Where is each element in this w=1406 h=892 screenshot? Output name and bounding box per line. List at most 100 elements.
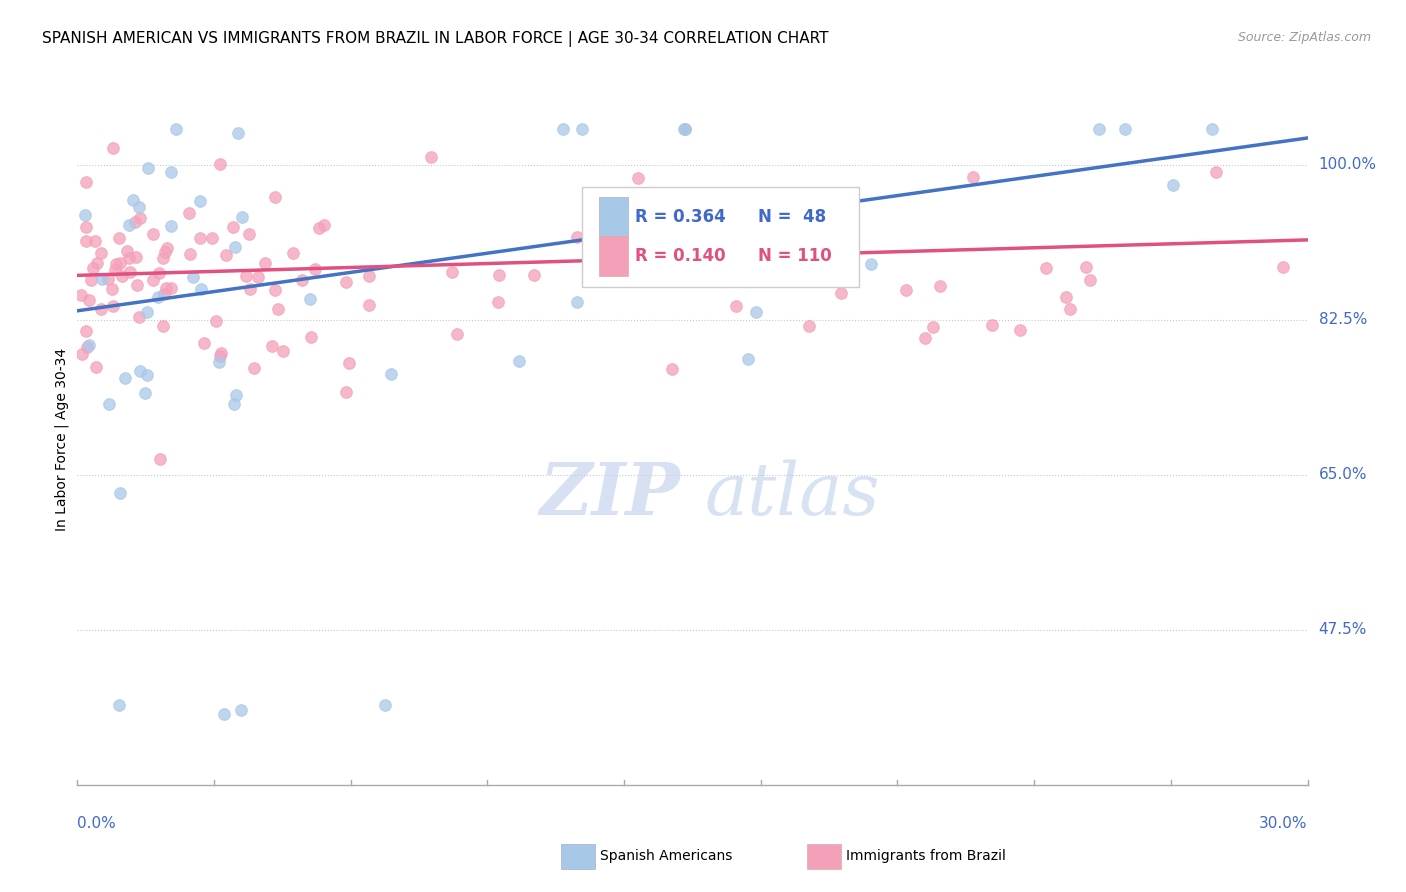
- Point: [79, 293, 101, 307]
- Point: [118, 265, 141, 279]
- Point: [1059, 301, 1081, 316]
- Point: [243, 360, 266, 375]
- Point: [105, 257, 128, 271]
- Text: 82.5%: 82.5%: [1319, 312, 1367, 327]
- Point: [153, 244, 176, 259]
- Point: [128, 363, 150, 377]
- Point: [335, 384, 357, 399]
- Point: [97, 272, 120, 286]
- Point: [553, 122, 575, 136]
- Point: [222, 220, 245, 235]
- Point: [91, 272, 114, 286]
- Point: [675, 195, 697, 210]
- Point: [73, 208, 96, 222]
- Point: [118, 218, 141, 232]
- Point: [1114, 122, 1136, 136]
- Point: [247, 270, 270, 285]
- Point: [374, 698, 396, 713]
- Point: [76, 340, 98, 354]
- Text: 65.0%: 65.0%: [1319, 467, 1367, 483]
- Point: [308, 220, 330, 235]
- Point: [260, 339, 283, 353]
- Point: [1201, 122, 1223, 136]
- Point: [125, 278, 148, 293]
- Point: [299, 292, 322, 306]
- Point: [627, 171, 650, 186]
- Point: [82, 261, 104, 276]
- Point: [90, 246, 112, 260]
- Point: [818, 247, 841, 261]
- Point: [108, 256, 131, 270]
- Point: [673, 122, 696, 136]
- Point: [125, 250, 148, 264]
- Point: [75, 175, 97, 189]
- Point: [84, 235, 107, 249]
- Point: [859, 257, 882, 271]
- Point: [165, 122, 187, 136]
- Point: [149, 452, 172, 467]
- Point: [281, 246, 304, 260]
- Point: [662, 205, 685, 219]
- Point: [337, 356, 360, 370]
- Point: [75, 234, 97, 248]
- Point: [224, 240, 246, 254]
- Point: [134, 386, 156, 401]
- Point: [208, 354, 231, 368]
- Point: [238, 227, 260, 241]
- Point: [148, 266, 170, 280]
- Point: [208, 349, 231, 363]
- Text: Immigrants from Brazil: Immigrants from Brazil: [846, 849, 1007, 863]
- Point: [488, 268, 510, 282]
- Text: 47.5%: 47.5%: [1319, 623, 1367, 638]
- Point: [673, 122, 696, 136]
- Text: ZIP: ZIP: [540, 459, 681, 530]
- Point: [80, 272, 103, 286]
- Point: [231, 703, 253, 717]
- Point: [179, 205, 201, 219]
- Point: [359, 269, 381, 284]
- Point: [1205, 165, 1227, 179]
- Point: [231, 211, 253, 225]
- Point: [720, 193, 742, 207]
- Point: [291, 273, 314, 287]
- Point: [215, 248, 238, 262]
- Point: [807, 230, 830, 244]
- Point: [486, 294, 509, 309]
- Point: [188, 230, 211, 244]
- Point: [239, 282, 262, 296]
- Point: [155, 281, 177, 295]
- Text: R = 0.364: R = 0.364: [634, 208, 725, 226]
- Point: [225, 388, 247, 402]
- Point: [1078, 273, 1101, 287]
- Point: [75, 324, 97, 338]
- Text: Spanish Americans: Spanish Americans: [600, 849, 733, 863]
- Point: [420, 150, 443, 164]
- Point: [727, 194, 749, 209]
- Point: [914, 331, 936, 345]
- Point: [896, 283, 918, 297]
- Point: [77, 338, 100, 352]
- Point: [1010, 323, 1032, 337]
- Point: [190, 282, 212, 296]
- Point: [138, 161, 160, 176]
- Point: [156, 241, 179, 255]
- Point: [193, 336, 215, 351]
- Point: [101, 140, 124, 154]
- Point: [921, 320, 943, 334]
- Point: [72, 347, 94, 361]
- Point: [111, 268, 134, 283]
- FancyBboxPatch shape: [599, 197, 628, 236]
- Point: [839, 222, 862, 236]
- Point: [962, 170, 984, 185]
- Point: [115, 244, 138, 259]
- Point: [142, 227, 165, 241]
- Point: [299, 330, 322, 344]
- Point: [508, 354, 530, 368]
- Text: 0.0%: 0.0%: [77, 815, 117, 830]
- Text: N =  48: N = 48: [758, 208, 825, 226]
- Point: [222, 396, 245, 410]
- Point: [264, 283, 287, 297]
- Point: [114, 370, 136, 384]
- Point: [108, 231, 131, 245]
- Text: Source: ZipAtlas.com: Source: ZipAtlas.com: [1237, 31, 1371, 45]
